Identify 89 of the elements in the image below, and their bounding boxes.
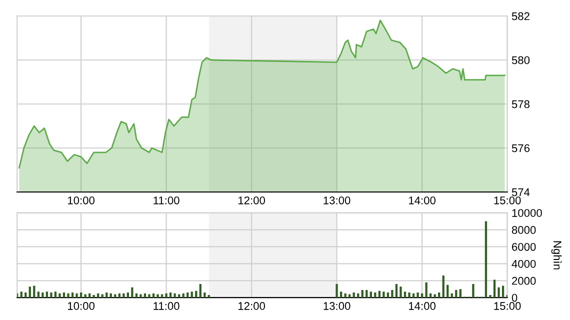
bar <box>199 284 202 298</box>
bar <box>434 294 436 298</box>
y-tick-label: 2000 <box>512 276 536 285</box>
bar <box>80 292 82 298</box>
bar <box>84 294 86 298</box>
x-tick-label: 14:00 <box>408 302 436 310</box>
bar <box>42 292 44 298</box>
bar <box>459 289 462 298</box>
bar <box>114 294 116 298</box>
bar <box>190 292 193 298</box>
bar <box>140 294 142 298</box>
y-tick-label: 10000 <box>512 209 542 217</box>
bar <box>336 284 338 298</box>
bar <box>395 284 398 298</box>
bar <box>382 292 385 298</box>
bar <box>126 292 129 298</box>
bar <box>438 292 440 298</box>
x-tick-label: 15:00 <box>494 196 521 204</box>
bar <box>425 282 428 298</box>
bar <box>340 292 342 298</box>
bar <box>472 284 474 298</box>
bar <box>156 294 159 298</box>
x-tick-label: 11:00 <box>154 302 180 310</box>
bar <box>446 284 449 298</box>
bar <box>92 295 95 298</box>
bar <box>386 292 390 298</box>
bar <box>370 292 372 298</box>
y-tick-label: 6000 <box>512 242 536 251</box>
bar <box>178 294 180 298</box>
bar <box>46 292 48 298</box>
x-tick-label: 13:00 <box>324 302 350 310</box>
y-tick-label: 580 <box>512 56 530 64</box>
bar <box>408 292 410 298</box>
y-axis-title: Nghìn <box>551 241 562 270</box>
y-tick-label: 578 <box>512 100 530 108</box>
y-tick-label: 574 <box>512 188 530 196</box>
bar <box>28 286 31 298</box>
x-tick-label: 10:00 <box>68 302 95 310</box>
bar <box>391 290 394 298</box>
x-tick-label: 15:00 <box>494 302 521 310</box>
bar <box>374 292 376 298</box>
bar <box>204 292 206 298</box>
x-tick-label: 12:00 <box>238 196 266 204</box>
bar <box>498 287 500 298</box>
bar <box>62 292 66 298</box>
bar <box>169 292 172 298</box>
bar <box>148 294 150 298</box>
y-tick-label: 0 <box>512 294 518 302</box>
bar <box>186 292 189 298</box>
bar <box>484 221 488 298</box>
bar <box>361 290 364 298</box>
x-tick-label: 13:00 <box>324 196 350 204</box>
bar <box>493 280 496 298</box>
y-tick-label: 582 <box>512 12 530 20</box>
bar <box>404 292 406 298</box>
bar <box>208 295 210 298</box>
x-tick-label: 14:00 <box>408 196 436 204</box>
bar <box>76 293 78 298</box>
bar <box>442 276 444 298</box>
bar <box>54 292 57 298</box>
bar <box>378 290 380 298</box>
x-tick-label: 11:00 <box>154 196 180 204</box>
bar <box>101 294 104 298</box>
x-tick-label: 10:00 <box>68 196 95 204</box>
x-tick-label: 12:00 <box>238 302 266 310</box>
bar <box>165 293 168 298</box>
y-tick-label: 4000 <box>512 260 536 268</box>
bar <box>352 292 355 298</box>
bar <box>455 290 458 298</box>
bar <box>348 294 351 298</box>
bar <box>71 292 74 298</box>
bar <box>37 292 40 298</box>
bar <box>160 294 164 298</box>
bar <box>366 290 368 298</box>
y-tick-label: 576 <box>512 144 530 152</box>
bar <box>416 292 419 298</box>
bar <box>50 292 52 298</box>
bar <box>24 292 27 298</box>
bar <box>502 286 504 298</box>
bar <box>131 287 134 298</box>
bar <box>489 295 492 298</box>
bar <box>33 286 36 298</box>
bar <box>106 292 108 298</box>
bar <box>400 286 402 298</box>
y-tick-label: 8000 <box>512 226 536 234</box>
bar <box>67 293 70 298</box>
bar <box>195 290 198 298</box>
bar <box>20 292 22 298</box>
bar <box>58 293 61 298</box>
